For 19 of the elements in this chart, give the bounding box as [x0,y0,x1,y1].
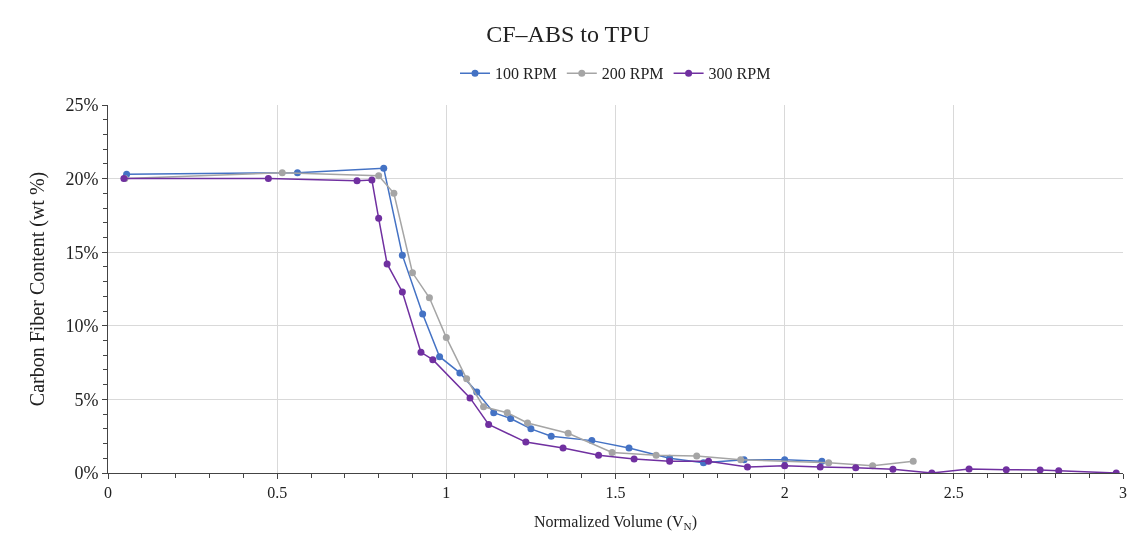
y-axis-title: Carbon Fiber Content (wt %) [25,171,49,407]
legend-label: 300 RPM [708,65,771,83]
y-tick-label: 20% [65,168,99,189]
x-tick-label: 0.5 [267,484,288,502]
y-tick-label: 10% [65,316,99,337]
x-tick-label: 2 [780,484,789,502]
legend-label: 100 RPM [495,65,557,83]
x-axis-title: Normalized Volume (V$_{N}$) [533,512,698,533]
y-tick-label: 25% [65,95,99,116]
x-tick-label: 1.5 [605,484,626,502]
x-tick-label: 0 [104,484,112,502]
y-tick-label: 0% [74,463,99,484]
x-tick-label: 2.5 [943,484,964,502]
chart-title: CF–ABS to TPU [486,20,650,47]
x-tick-label: 1 [442,484,451,502]
y-tick-label: 15% [65,242,99,263]
legend-label: 200 RPM [601,65,664,83]
y-tick-label: 5% [74,389,99,410]
x-tick-label: 3 [1119,484,1127,502]
